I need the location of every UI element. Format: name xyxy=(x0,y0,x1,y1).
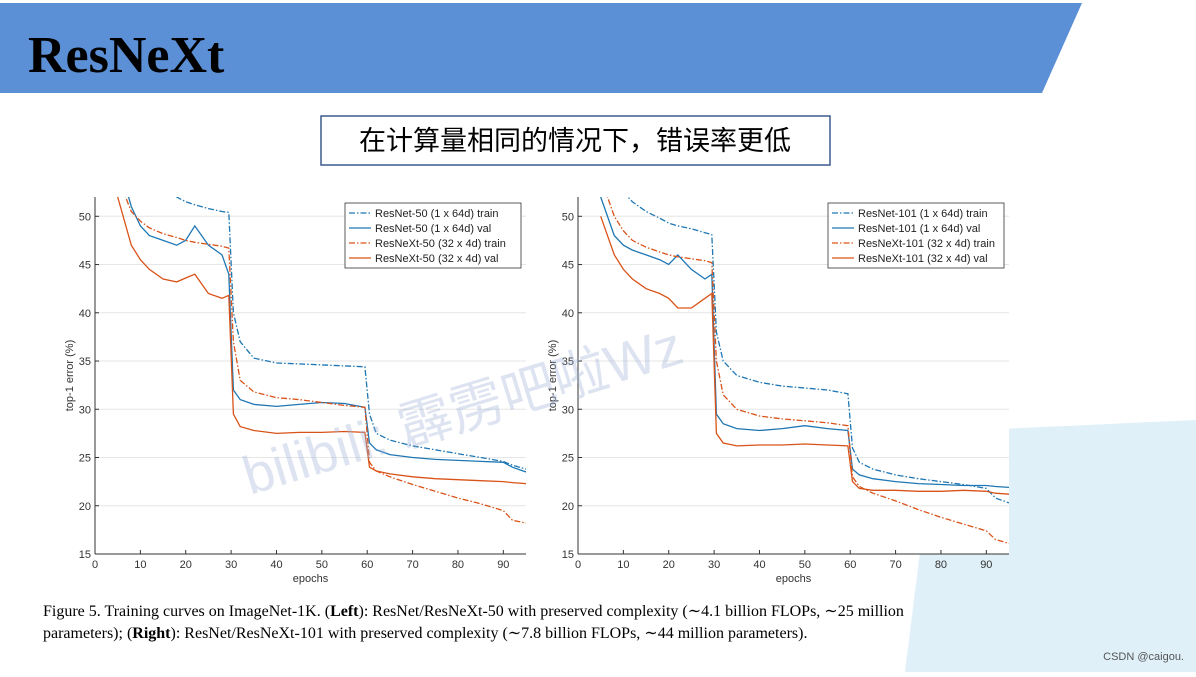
y-tick-label: 20 xyxy=(562,501,574,513)
x-tick-label: 30 xyxy=(225,559,237,571)
y-axis-label: top-1 error (%) xyxy=(64,340,76,412)
legend-label: ResNet-50 (1 x 64d) train xyxy=(375,208,499,220)
x-tick-label: 20 xyxy=(663,559,675,571)
x-axis-label: epochs xyxy=(776,573,812,585)
y-tick-label: 50 xyxy=(562,211,574,223)
legend-label: ResNeXt-101 (32 x 4d) val xyxy=(858,253,988,265)
slide-title: ResNeXt xyxy=(28,27,225,84)
x-tick-label: 60 xyxy=(844,559,856,571)
y-tick-label: 35 xyxy=(562,356,574,368)
y-tick-label: 35 xyxy=(79,356,91,368)
y-axis-label: top-1 error (%) xyxy=(547,340,559,412)
caption-line: parameters); (Right): ResNet/ResNeXt-101… xyxy=(43,625,807,642)
series-line xyxy=(600,216,1009,495)
x-tick-label: 0 xyxy=(92,559,98,571)
x-tick-label: 70 xyxy=(406,559,418,571)
y-tick-label: 30 xyxy=(79,404,91,416)
caption-text: Left xyxy=(330,603,359,620)
x-tick-label: 10 xyxy=(617,559,629,571)
x-tick-label: 90 xyxy=(980,559,992,571)
series-line xyxy=(627,197,1009,504)
x-tick-label: 20 xyxy=(180,559,192,571)
x-tick-label: 30 xyxy=(708,559,720,571)
caption-text: Right xyxy=(132,625,171,642)
legend-label: ResNeXt-101 (32 x 4d) train xyxy=(858,238,995,250)
y-tick-label: 25 xyxy=(79,453,91,465)
x-tick-label: 50 xyxy=(799,559,811,571)
legend-label: ResNet-101 (1 x 64d) val xyxy=(858,223,980,235)
legend-label: ResNet-101 (1 x 64d) train xyxy=(858,208,988,220)
subtitle-box xyxy=(320,115,831,166)
series-line xyxy=(606,197,1009,545)
x-tick-label: 80 xyxy=(935,559,947,571)
chart: 15 20 25 30 35 40 45 50 0 10 20 30 40 50 60 70 80 90 epoch… xyxy=(64,197,526,585)
series-line xyxy=(600,197,1009,489)
caption-text: ): ResNet/ResNeXt-50 with preserved comp… xyxy=(359,603,904,620)
x-tick-label: 40 xyxy=(753,559,765,571)
x-tick-label: 90 xyxy=(497,559,509,571)
header-band xyxy=(0,3,1082,93)
caption-text: parameters); ( xyxy=(43,625,132,642)
chart: 15 20 25 30 35 40 45 50 0 10 20 30 40 50 60 70 80 90 epoch… xyxy=(547,197,1009,585)
caption-text: Figure 5. Training curves on ImageNet-1K… xyxy=(43,603,330,620)
caption-text: ): ResNet/ResNeXt-101 with preserved com… xyxy=(171,625,808,642)
caption-line: Figure 5. Training curves on ImageNet-1K… xyxy=(43,603,904,620)
legend-box xyxy=(827,202,1005,269)
y-tick-label: 20 xyxy=(79,501,91,513)
y-tick-label: 25 xyxy=(562,453,574,465)
charts: 15 20 25 30 35 40 45 50 0 10 20 30 40 50 60 70 80 90 epoch… xyxy=(64,197,1009,585)
x-tick-label: 80 xyxy=(452,559,464,571)
x-tick-label: 50 xyxy=(316,559,328,571)
series-line xyxy=(117,197,526,485)
legend-label: ResNeXt-50 (32 x 4d) val xyxy=(375,253,499,265)
y-tick-label: 15 xyxy=(79,549,91,561)
legend-label: ResNeXt-50 (32 x 4d) train xyxy=(375,238,506,250)
x-tick-label: 10 xyxy=(134,559,146,571)
footer: CSDN @caigou. xyxy=(1103,651,1184,663)
y-tick-label: 45 xyxy=(79,260,91,272)
y-tick-label: 50 xyxy=(79,211,91,223)
subtitle: 在计算量相同的情况下，错误率更低 xyxy=(359,126,791,156)
y-tick-label: 40 xyxy=(79,308,91,320)
series-line xyxy=(127,197,526,473)
legend-box xyxy=(344,202,522,269)
series-line xyxy=(175,197,526,470)
x-tick-label: 40 xyxy=(270,559,282,571)
x-axis-label: epochs xyxy=(293,573,329,585)
legend-label: ResNet-50 (1 x 64d) val xyxy=(375,223,491,235)
y-tick-label: 40 xyxy=(562,308,574,320)
series-line xyxy=(124,197,526,524)
y-tick-label: 45 xyxy=(562,260,574,272)
x-tick-label: 70 xyxy=(889,559,901,571)
y-tick-label: 30 xyxy=(562,404,574,416)
x-tick-label: 60 xyxy=(361,559,373,571)
y-tick-label: 15 xyxy=(562,549,574,561)
x-tick-label: 0 xyxy=(575,559,581,571)
